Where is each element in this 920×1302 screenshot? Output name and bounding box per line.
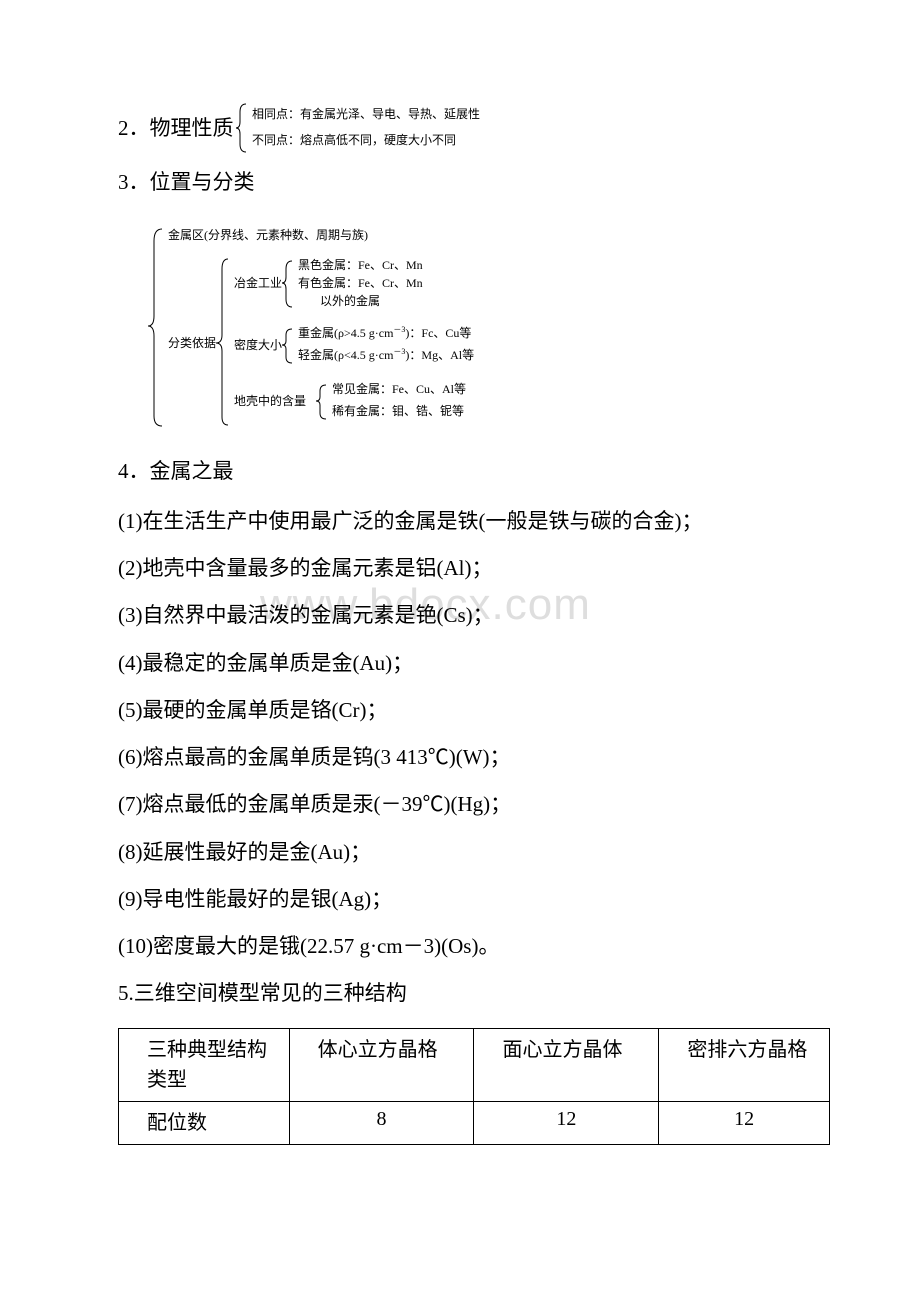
table-row: 三种典型结构类型 体心立方晶格 面心立方晶体 密排六方晶格 — [119, 1028, 830, 1101]
item-4-s10: (10)密度最大的是锇(22.57 g·cm－3)(Os)。 — [118, 923, 830, 970]
item-3-level1-b: 分类依据 — [168, 335, 216, 350]
item-3-branch3-line2: 稀有金属：钼、锆、铌等 — [332, 403, 464, 418]
table-header-0: 三种典型结构类型 — [119, 1035, 289, 1095]
table-row1-val-0: 8 — [289, 1101, 474, 1144]
item-3-branch2-label: 密度大小 — [234, 337, 282, 352]
item-3-branch2-line2: 轻金属(ρ<4.5 g·cm－3)：Mg、Al等 — [298, 347, 474, 362]
item-3-branch1-line1: 黑色金属：Fe、Cr、Mn — [298, 257, 423, 272]
table-row1-label: 配位数 — [119, 1108, 289, 1138]
item-3-level1-a: 金属区(分界线、元素种数、周期与族) — [168, 227, 368, 242]
item-4-s5: (5)最硬的金属单质是铬(Cr)； — [118, 687, 830, 734]
table-header-1: 体心立方晶格 — [290, 1035, 474, 1065]
item-5-label: 5.三维空间模型常见的三种结构 — [118, 970, 830, 1017]
item-3-branch3-line1: 常见金属：Fe、Cu、Al等 — [332, 381, 466, 396]
item-3-branch3-label: 地壳中的含量 — [234, 393, 306, 408]
table-row: 配位数 8 12 12 — [119, 1101, 830, 1144]
item-4-label: 4．金属之最 — [118, 451, 830, 492]
item-3-brace-diagram: 金属区(分界线、元素种数、周期与族) 分类依据 冶金工业 黑色金属：Fe、Cr、… — [148, 221, 628, 431]
item-2-label: 2．物理性质 — [118, 108, 234, 149]
structure-table: 三种典型结构类型 体心立方晶格 面心立方晶体 密排六方晶格 配位数 8 12 1… — [118, 1028, 830, 1145]
item-2: 2．物理性质 相同点：有金属光泽、导电、导热、延展性 不同点：熔点高低不同，硬度… — [118, 100, 830, 156]
item-4-s2: (2)地壳中含量最多的金属元素是铝(Al)； — [118, 545, 830, 592]
item-4-s4: (4)最稳定的金属单质是金(Au)； — [118, 640, 830, 687]
item-3-branch1-line2: 有色金属：Fe、Cr、Mn — [298, 275, 423, 290]
item-3-branch1-label: 冶金工业 — [234, 275, 282, 290]
item-3-label: 3．位置与分类 — [118, 162, 830, 203]
table-header-2: 面心立方晶体 — [474, 1035, 658, 1065]
table-header-3: 密排六方晶格 — [659, 1035, 829, 1065]
item-3-branch1-line3: 以外的金属 — [320, 293, 380, 308]
document-content: 2．物理性质 相同点：有金属光泽、导电、导热、延展性 不同点：熔点高低不同，硬度… — [118, 100, 830, 1145]
item-4-s7: (7)熔点最低的金属单质是汞(－39℃)(Hg)； — [118, 781, 830, 828]
item-4-s3: (3)自然界中最活泼的金属元素是铯(Cs)； — [118, 592, 830, 639]
table-row1-val-1: 12 — [474, 1101, 659, 1144]
item-4-s6: (6)熔点最高的金属单质是钨(3 413℃)(W)； — [118, 734, 830, 781]
item-2-brace-diagram: 相同点：有金属光泽、导电、导热、延展性 不同点：熔点高低不同，硬度大小不同 — [238, 100, 528, 156]
item-2-brace-line1: 相同点：有金属光泽、导电、导热、延展性 — [252, 106, 480, 121]
table-row1-val-2: 12 — [659, 1101, 830, 1144]
item-2-brace-line2: 不同点：熔点高低不同，硬度大小不同 — [252, 132, 456, 147]
item-4-s1: (1)在生活生产中使用最广泛的金属是铁(一般是铁与碳的合金)； — [118, 498, 830, 545]
item-3-branch2-line1: 重金属(ρ>4.5 g·cm－3)：Fc、Cu等 — [298, 325, 471, 340]
item-4-s9: (9)导电性能最好的是银(Ag)； — [118, 876, 830, 923]
item-4-s8: (8)延展性最好的是金(Au)； — [118, 829, 830, 876]
